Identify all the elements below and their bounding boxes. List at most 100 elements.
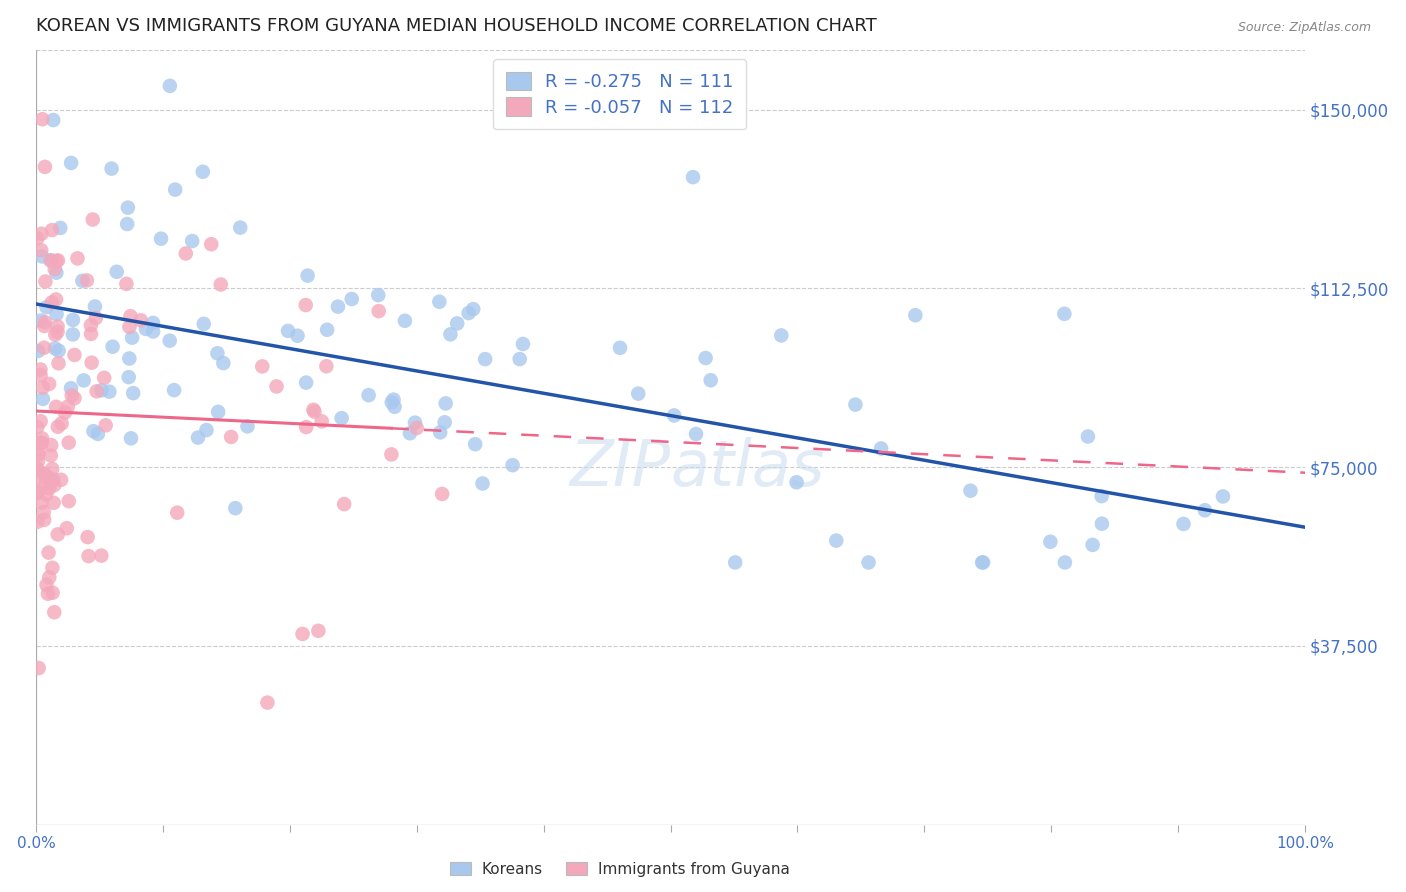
Point <box>1053 556 1076 570</box>
Point <box>48 356 70 370</box>
Point <box>118 351 141 366</box>
Point <box>84 310 107 325</box>
Point <box>229 220 252 235</box>
Point <box>30 435 52 450</box>
Point <box>48 343 70 358</box>
Point <box>41 561 63 575</box>
Point <box>512 337 534 351</box>
Point <box>39 438 62 452</box>
Point <box>236 419 259 434</box>
Point <box>44 605 66 619</box>
Point <box>457 306 479 320</box>
Point <box>429 425 451 440</box>
Point <box>44 327 66 342</box>
Point <box>27 515 49 529</box>
Point <box>120 309 142 323</box>
Point <box>509 352 531 367</box>
Point <box>42 496 65 510</box>
Point <box>181 234 204 248</box>
Point <box>159 78 181 93</box>
Point <box>685 427 707 442</box>
Point <box>46 253 69 268</box>
Point <box>86 384 108 399</box>
Point <box>41 462 63 476</box>
Point <box>117 201 139 215</box>
Point <box>45 266 67 280</box>
Point <box>45 400 67 414</box>
Point <box>60 388 83 402</box>
Point <box>434 396 457 410</box>
Point <box>304 404 326 418</box>
Point <box>35 300 58 314</box>
Point <box>972 556 994 570</box>
Point <box>404 416 426 430</box>
Point <box>66 252 89 266</box>
Point <box>326 300 349 314</box>
Point <box>311 414 333 428</box>
Point <box>150 232 173 246</box>
Text: Source: ZipAtlas.com: Source: ZipAtlas.com <box>1237 21 1371 34</box>
Point <box>44 342 66 356</box>
Point <box>1081 538 1104 552</box>
Point <box>77 549 100 563</box>
Point <box>187 431 209 445</box>
Point <box>49 473 72 487</box>
Point <box>31 432 53 446</box>
Point <box>34 468 56 483</box>
Point <box>46 527 69 541</box>
Point <box>972 556 994 570</box>
Point <box>502 458 524 473</box>
Point <box>1173 516 1195 531</box>
Point <box>32 467 55 481</box>
Point <box>31 380 53 394</box>
Text: KOREAN VS IMMIGRANTS FROM GUYANA MEDIAN HOUSEHOLD INCOME CORRELATION CHART: KOREAN VS IMMIGRANTS FROM GUYANA MEDIAN … <box>37 17 877 35</box>
Point <box>82 212 104 227</box>
Point <box>73 373 96 387</box>
Point <box>357 388 380 402</box>
Point <box>129 313 152 327</box>
Point <box>32 341 55 355</box>
Point <box>115 277 138 291</box>
Point <box>42 113 65 128</box>
Point <box>38 570 60 584</box>
Point <box>266 379 288 393</box>
Point <box>31 435 53 450</box>
Point <box>27 448 49 462</box>
Point <box>76 273 98 287</box>
Point <box>84 300 107 314</box>
Point <box>41 586 63 600</box>
Point <box>1091 516 1114 531</box>
Point <box>1212 490 1234 504</box>
Point <box>38 481 60 495</box>
Point <box>159 334 181 348</box>
Point <box>27 445 49 459</box>
Point <box>252 359 274 374</box>
Point <box>333 497 356 511</box>
Point <box>56 400 79 414</box>
Point <box>27 461 49 475</box>
Point <box>142 316 165 330</box>
Point <box>34 275 56 289</box>
Point <box>118 319 141 334</box>
Point <box>94 418 117 433</box>
Point <box>1077 429 1099 443</box>
Point <box>256 696 278 710</box>
Point <box>80 356 103 370</box>
Point <box>381 395 404 409</box>
Point <box>55 521 77 535</box>
Point <box>120 431 142 445</box>
Point <box>446 317 468 331</box>
Point <box>367 288 389 302</box>
Point <box>80 318 103 333</box>
Point <box>367 304 389 318</box>
Point <box>35 578 58 592</box>
Point <box>695 351 717 365</box>
Point <box>34 315 56 329</box>
Point <box>62 327 84 342</box>
Point <box>30 368 52 383</box>
Point <box>662 409 685 423</box>
Point <box>58 494 80 508</box>
Point <box>34 160 56 174</box>
Point <box>474 352 496 367</box>
Point <box>31 249 53 263</box>
